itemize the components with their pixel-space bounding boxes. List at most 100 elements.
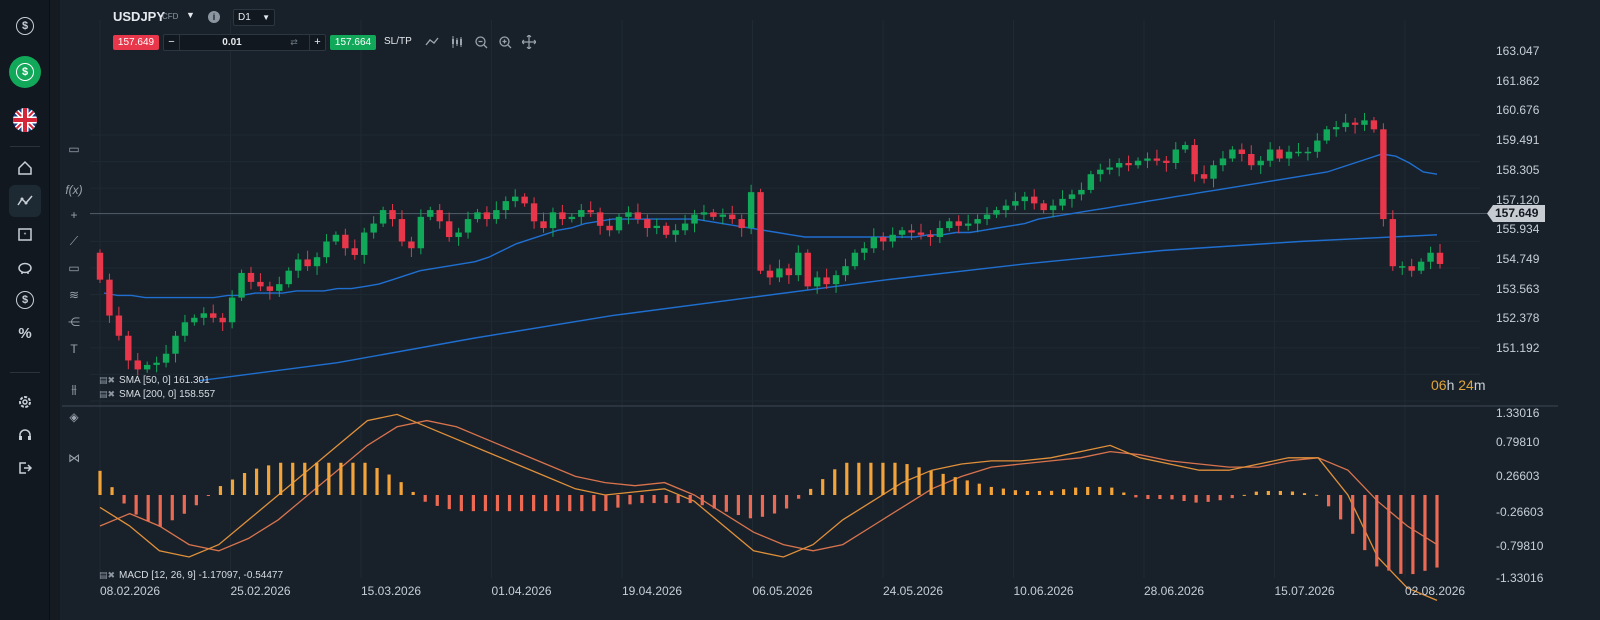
sma50-label: SMA [50, 0] 161.301 (119, 375, 210, 386)
macd-histogram-bar (206, 495, 211, 496)
candle-body (238, 272, 245, 298)
markets-dollar-icon[interactable]: $ (9, 10, 41, 42)
candle-body (691, 214, 698, 224)
candles-settings-icon[interactable]: ⫵ (71, 381, 77, 396)
macd-legend[interactable]: ▤✖ MACD [12, 26, 9] -1.17097, -0.54477 (99, 570, 283, 581)
chart-area[interactable] (60, 0, 1600, 620)
candle-body (1351, 122, 1359, 125)
sell-button[interactable]: 157.649 (113, 35, 159, 50)
info-icon[interactable]: i (208, 11, 220, 23)
macd-histogram-bar (1375, 495, 1379, 567)
rectangle-icon[interactable]: ▭ (68, 261, 80, 275)
candle-body (285, 270, 292, 285)
candle-body (587, 210, 594, 213)
candle-body (162, 353, 170, 363)
macd-histogram-bar (712, 495, 716, 509)
candle-body (445, 221, 453, 238)
macd-histogram-bar (170, 495, 174, 521)
candle-body (615, 216, 623, 231)
price-tick-label: 160.676 (1496, 103, 1540, 118)
quantity-increase-button[interactable]: + (309, 35, 325, 50)
candle-body (455, 232, 462, 238)
logout-icon[interactable] (9, 452, 41, 484)
candle-body (323, 241, 330, 258)
macd-histogram-bar (568, 495, 572, 512)
macd-histogram-bar (375, 467, 379, 495)
indicator-settings-icon[interactable]: ▤✖ (99, 375, 116, 385)
buy-button[interactable]: 157.664 (330, 35, 376, 50)
macd-histogram-bar (447, 495, 451, 510)
candle-body (1229, 149, 1236, 159)
calendar-icon[interactable] (9, 218, 41, 250)
macd-histogram-bar (1363, 495, 1367, 551)
current-price-tag: 157.649 (1487, 205, 1545, 222)
macd-histogram-bar (495, 495, 500, 512)
symbol-name[interactable]: USDJPY (113, 9, 166, 24)
indicator-settings-icon[interactable]: ▤✖ (99, 570, 116, 580)
line-chart-icon[interactable] (424, 34, 440, 50)
sma200-legend[interactable]: ▤✖ SMA [200, 0] 158.557 (99, 389, 215, 400)
chart-icon[interactable] (9, 185, 41, 217)
zoom-out-icon[interactable] (473, 34, 489, 50)
sltp-button[interactable]: SL/TP (384, 36, 412, 47)
macd-histogram-bar (158, 495, 162, 527)
trend-line-icon[interactable]: ⟋ (69, 233, 79, 248)
quantity-input[interactable]: 0.01 (222, 37, 242, 48)
candle-body (370, 223, 377, 233)
home-icon[interactable] (9, 152, 41, 184)
macd-histogram-bar (267, 465, 271, 495)
candle-body (1125, 162, 1132, 166)
candle-body (1115, 162, 1123, 168)
candle-body (266, 286, 274, 291)
macd-histogram-bar (881, 462, 885, 495)
candles-icon[interactable] (449, 34, 465, 50)
candle-body (1314, 140, 1321, 152)
uk-flag-icon[interactable] (9, 104, 41, 136)
candle-body (1399, 266, 1406, 268)
settings-gear-icon[interactable] (9, 386, 41, 418)
piggy-bank-icon[interactable] (9, 251, 41, 283)
indicators-fx-icon[interactable]: f(x) (65, 183, 83, 197)
macd-histogram-bar (339, 462, 343, 495)
candle-body (738, 219, 745, 229)
quantity-reset-icon[interactable]: ⇄ (290, 37, 298, 47)
percent-icon[interactable]: % (18, 324, 32, 342)
macd-histogram-bar (507, 495, 512, 512)
macd-histogram-bar (399, 482, 403, 495)
share-icon[interactable]: ⋈ (68, 451, 80, 465)
candle-body (427, 210, 434, 217)
indicator-settings-icon[interactable]: ▤✖ (99, 389, 116, 399)
price-tick-label: 154.749 (1496, 251, 1540, 266)
text-tool-icon[interactable]: T (70, 342, 78, 356)
candle-body (1040, 203, 1047, 211)
chart-type-icon[interactable]: ▭ (68, 142, 80, 156)
funds-icon[interactable]: $ (9, 284, 41, 316)
candle-body (917, 232, 925, 235)
macd-histogram-bar (809, 488, 813, 495)
macd-histogram-bar (459, 495, 463, 512)
fibonacci-icon[interactable]: ≋ (68, 288, 80, 302)
candle-body (1219, 158, 1227, 166)
macd-histogram-bar (905, 464, 909, 495)
sma50-legend[interactable]: ▤✖ SMA [50, 0] 161.301 (99, 375, 210, 386)
candle-body (596, 212, 604, 226)
candle-body (474, 212, 481, 220)
layers-icon[interactable]: ◈ (69, 410, 79, 424)
candle-body (823, 277, 830, 285)
macd-histogram-bar (953, 477, 957, 495)
pan-move-icon[interactable] (521, 34, 537, 50)
symbol-dropdown-icon[interactable]: ▼ (186, 10, 195, 20)
candle-body (946, 221, 953, 229)
countdown-m-unit: m (1473, 377, 1486, 393)
support-headset-icon[interactable] (9, 419, 41, 451)
zoom-in-icon[interactable] (497, 34, 513, 50)
timeframe-select[interactable]: D1 ▼ (233, 9, 275, 26)
price-tick-label: 151.192 (1496, 341, 1540, 355)
crosshair-icon[interactable]: + (70, 208, 78, 222)
fan-icon[interactable]: ⋲ (68, 315, 80, 329)
deposit-icon[interactable]: $ (9, 56, 41, 88)
candle-body (832, 275, 840, 285)
quantity-decrease-button[interactable]: − (164, 35, 180, 50)
price-tick-label: 157.120 (1496, 192, 1540, 207)
